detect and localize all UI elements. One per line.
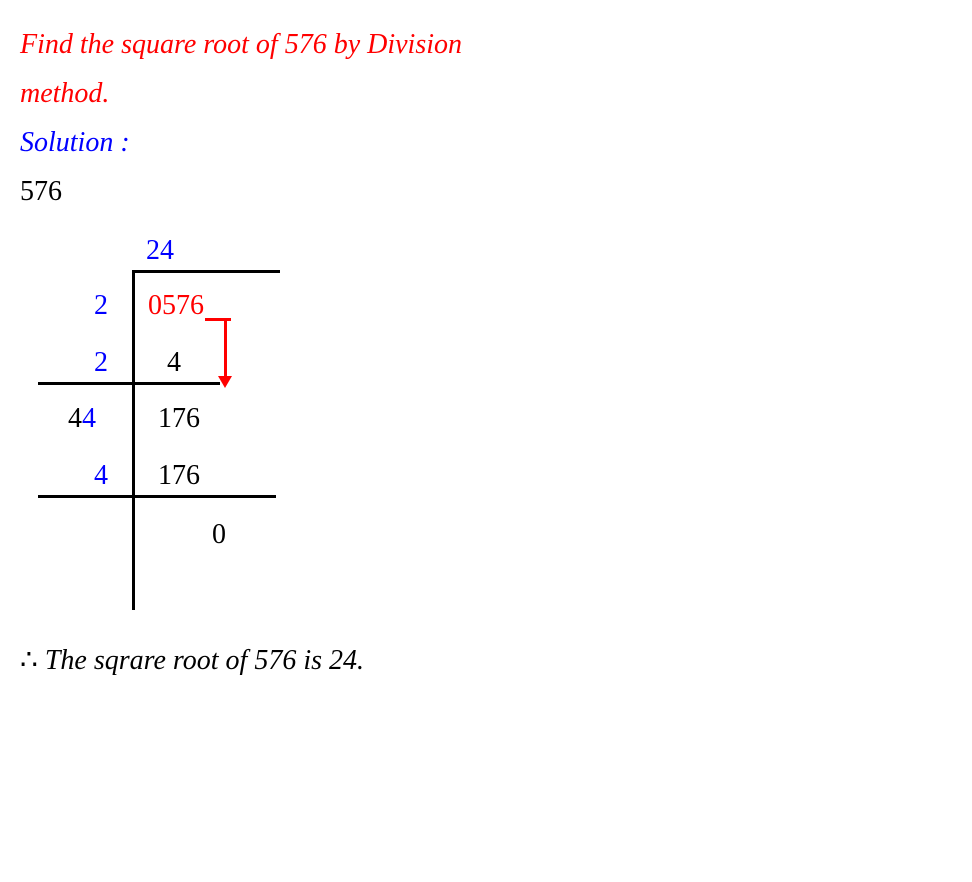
partial-product-1: 4	[167, 338, 181, 387]
partial-product-2: 176	[158, 451, 200, 500]
divisor-4: 4	[94, 451, 108, 500]
problem-title-line2: method.	[20, 69, 952, 118]
arrow-head-icon	[218, 376, 232, 388]
long-division: 24 2 0576 2 4 44 176 4 176 0	[20, 226, 320, 626]
bracket-vertical	[132, 270, 135, 610]
therefore-symbol: ∴	[20, 645, 45, 676]
divisor-1: 2	[94, 281, 108, 330]
solution-label: Solution :	[20, 118, 952, 167]
left-divider-1	[38, 382, 135, 385]
remainder: 0	[212, 510, 226, 559]
arrow-cap	[205, 318, 231, 321]
num-value: 576	[20, 167, 952, 216]
dividend: 0576	[148, 281, 204, 330]
divisor-3: 44	[68, 394, 96, 443]
conclusion-line: ∴ The sqrare root of 576 is 24.	[20, 636, 952, 685]
conclusion-text: The sqrare root of 576 is 24.	[45, 645, 364, 676]
bracket-top	[132, 270, 280, 273]
right-divider-1	[132, 382, 220, 385]
d3-prefix: 4	[68, 403, 82, 434]
d3-suffix: 4	[82, 403, 96, 434]
full-divider	[38, 495, 276, 498]
arrow-shaft	[224, 318, 227, 380]
problem-title-line1: Find the square root of 576 by Division	[20, 20, 952, 69]
brought-down-1: 176	[158, 394, 200, 443]
divisor-2: 2	[94, 338, 108, 387]
quotient: 24	[146, 226, 174, 275]
